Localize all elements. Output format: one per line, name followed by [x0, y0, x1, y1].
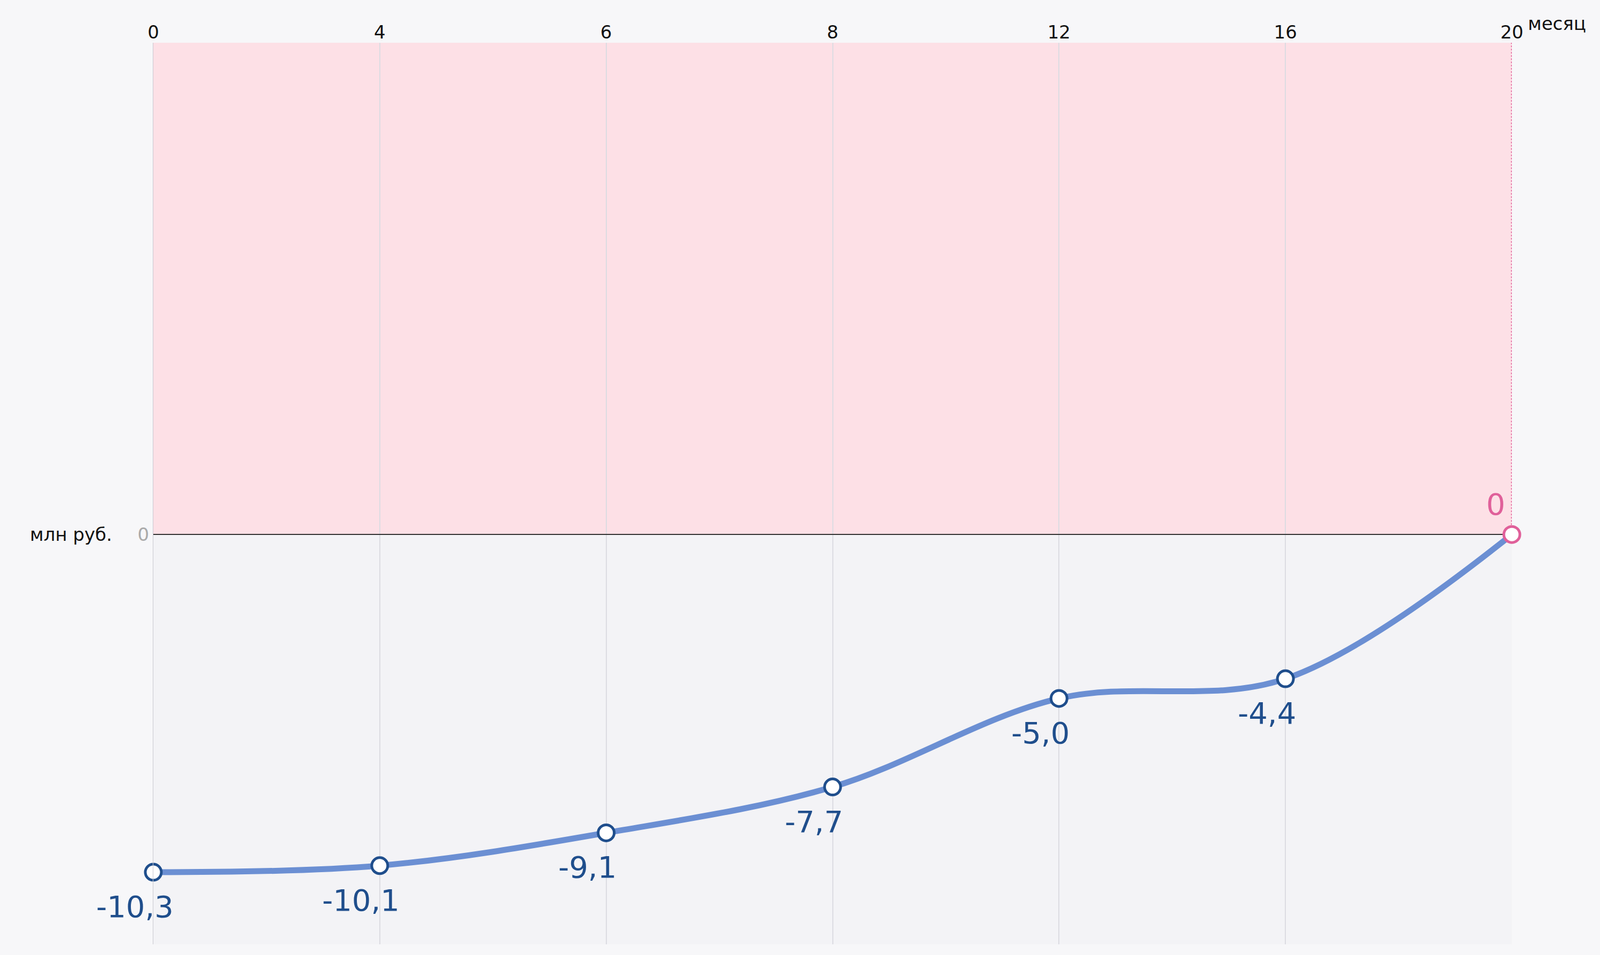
svg-text:-5,0: -5,0 [1011, 715, 1070, 751]
svg-text:12: 12 [1047, 21, 1071, 43]
svg-text:-9,1: -9,1 [558, 849, 617, 885]
svg-text:-4,4: -4,4 [1237, 695, 1297, 731]
svg-text:0: 0 [1486, 486, 1506, 522]
svg-text:8: 8 [826, 21, 839, 43]
svg-text:20: 20 [1500, 21, 1524, 43]
svg-text:месяц: месяц [1527, 12, 1587, 35]
svg-text:-10,3: -10,3 [96, 888, 174, 924]
svg-text:млн руб.: млн руб. [29, 523, 113, 545]
svg-text:6: 6 [600, 21, 613, 43]
svg-text:0: 0 [147, 21, 160, 43]
svg-text:16: 16 [1274, 21, 1298, 43]
svg-text:-7,7: -7,7 [784, 804, 844, 839]
svg-text:-10,1: -10,1 [322, 882, 400, 918]
svg-text:4: 4 [373, 21, 386, 43]
svg-text:0: 0 [137, 523, 150, 545]
